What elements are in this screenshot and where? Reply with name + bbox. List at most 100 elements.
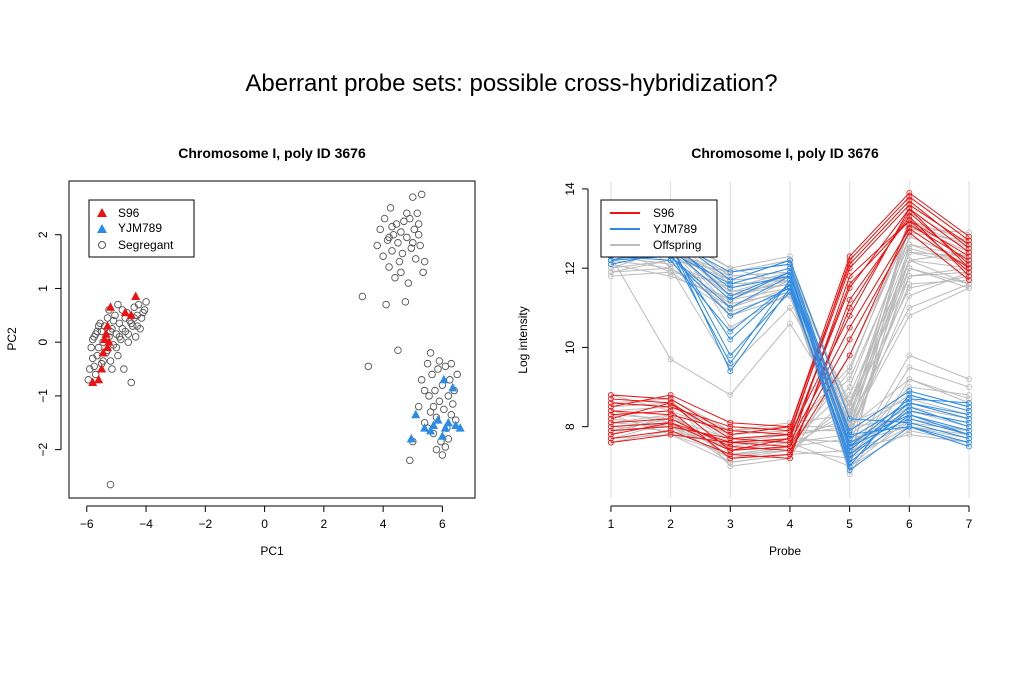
s96-point	[966, 277, 972, 283]
offspring-point	[787, 320, 793, 327]
offspring-point	[727, 289, 734, 295]
offspring-point	[906, 273, 913, 280]
x-tick-label: 6	[439, 517, 446, 531]
y-tick-label: −2	[36, 442, 50, 456]
segregant-point	[404, 279, 413, 287]
yjm789-point	[727, 285, 734, 291]
offspring-point	[906, 376, 913, 383]
yjm789-point	[439, 374, 449, 384]
s96-point	[608, 407, 614, 414]
pca-scatter-chart: Chromosome I, poly ID 3676 −6 −4 −2 0 2 4 6 −2…	[5, 145, 476, 558]
s96-point	[966, 253, 972, 260]
offspring-point	[906, 293, 913, 299]
segregant-point	[394, 346, 402, 354]
s96-point	[966, 261, 972, 268]
yjm789-point	[906, 396, 913, 402]
s96-point	[103, 321, 113, 330]
s96-point	[94, 374, 104, 384]
offspring-point	[906, 249, 913, 256]
segregant-point	[409, 193, 417, 201]
offspring-point	[727, 300, 734, 307]
yjm789-point	[727, 368, 734, 375]
s96-point	[105, 302, 115, 311]
segregant-point	[403, 233, 411, 242]
segregant-point	[453, 370, 461, 379]
x-tick-label: 3	[727, 517, 734, 531]
segregant-point	[449, 400, 457, 408]
offspring-point	[846, 384, 853, 390]
segregant-point	[106, 357, 115, 365]
segregant-point	[87, 343, 95, 352]
yjm789-point	[727, 293, 734, 299]
s96-point	[966, 233, 972, 240]
s96-point	[608, 419, 614, 426]
s96-point	[846, 304, 853, 311]
yjm789-point	[846, 459, 853, 466]
y-tick-label: 0	[36, 339, 50, 346]
offspring-point	[906, 281, 913, 287]
segregant-point	[417, 190, 426, 199]
segregant-point	[438, 451, 447, 459]
s96-point	[966, 257, 972, 264]
yjm789-point	[406, 433, 416, 443]
s96-point	[667, 419, 674, 426]
yjm789-point	[966, 431, 972, 438]
offspring-point	[906, 352, 913, 359]
s96-point	[727, 439, 734, 446]
segregant-point	[397, 268, 405, 277]
yjm789-point	[455, 423, 465, 432]
segregant-point	[108, 365, 116, 373]
segregant-point	[364, 362, 373, 371]
yjm789-point	[906, 388, 913, 394]
legend-yjm789-triangle	[97, 224, 107, 233]
s96-point	[608, 415, 614, 422]
s96-point	[906, 205, 913, 212]
offspring-point	[906, 257, 913, 264]
s96-line	[610, 219, 970, 451]
s96-point	[608, 392, 614, 398]
y-tick-label: 12	[563, 261, 577, 275]
s96-point	[100, 334, 110, 343]
s96-point	[846, 265, 853, 272]
slide-title: Aberrant probe sets: possible cross-hybr…	[245, 70, 778, 97]
s96-point	[667, 411, 674, 418]
s96-point	[608, 435, 614, 442]
offspring-point	[727, 308, 734, 315]
segregant-point	[109, 316, 118, 325]
x-tick-label: 4	[787, 517, 794, 531]
s96-point	[906, 225, 913, 232]
offspring-point	[846, 471, 853, 478]
segregant-point	[379, 252, 387, 260]
yjm789-point	[429, 420, 439, 429]
offspring-point	[727, 273, 734, 280]
s96-point	[667, 396, 674, 402]
s96-line	[610, 204, 970, 432]
s96-point	[906, 197, 913, 204]
yjm789-point	[727, 312, 734, 319]
x-axis: 1 2 3 4 5 6 7	[608, 505, 973, 531]
segregant-point	[406, 456, 414, 465]
segregant-point	[426, 349, 435, 357]
legend-label-s96: S96	[653, 206, 675, 220]
s96-line	[610, 227, 970, 444]
s96-point	[131, 291, 141, 301]
offspring-point	[846, 403, 853, 410]
segregant-point	[133, 322, 141, 330]
segregant-point	[142, 298, 150, 306]
s96-point	[846, 261, 853, 268]
segregant-point	[425, 392, 433, 400]
segregant-point	[388, 222, 396, 231]
x-tick-label: 7	[966, 517, 973, 531]
s96-line	[610, 200, 970, 428]
offspring-point	[966, 229, 972, 236]
x-tick-label: 5	[846, 517, 853, 531]
s96-point	[906, 229, 913, 236]
segregant-point	[395, 257, 404, 266]
segregant-point	[444, 392, 453, 400]
yjm789-point	[966, 415, 972, 422]
s96-point	[667, 399, 674, 406]
offspring-point	[906, 241, 913, 248]
yjm789-point	[966, 407, 972, 414]
